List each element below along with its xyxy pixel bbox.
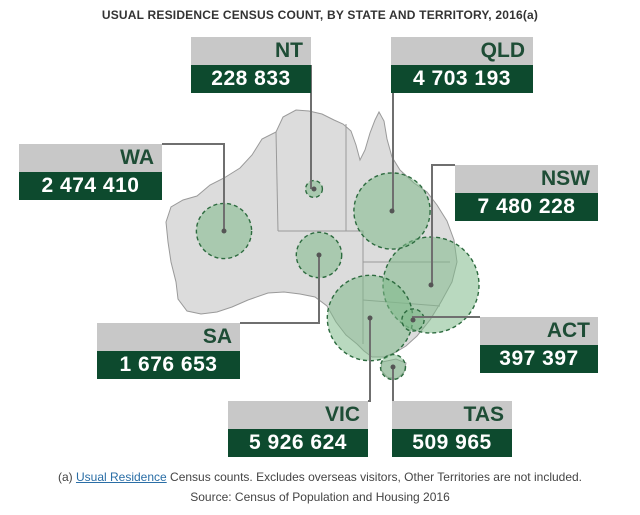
state-code-wa: WA — [19, 144, 162, 172]
label-nt: NT 228 833 — [191, 37, 311, 93]
state-code-vic: VIC — [228, 401, 368, 429]
footnote-text: Census counts. Excludes overseas visitor… — [170, 470, 583, 484]
state-code-tas: TAS — [392, 401, 512, 429]
label-qld: QLD 4 703 193 — [391, 37, 533, 93]
state-count-act: 397 397 — [480, 345, 598, 373]
marker-dot-vic — [367, 315, 373, 321]
label-sa: SA 1 676 653 — [97, 323, 240, 379]
marker-dot-qld — [389, 208, 395, 214]
state-count-qld: 4 703 193 — [391, 65, 533, 93]
marker-dot-act — [410, 317, 416, 323]
state-count-sa: 1 676 653 — [97, 351, 240, 379]
label-wa: WA 2 474 410 — [19, 144, 162, 200]
chart-title: USUAL RESIDENCE CENSUS COUNT, BY STATE A… — [101, 8, 539, 22]
label-tas: TAS 509 965 — [392, 401, 512, 457]
leader-lines — [162, 65, 480, 402]
marker-dot-nsw — [428, 282, 434, 288]
leader-line-sa — [240, 255, 320, 324]
usual-residence-link[interactable]: Usual Residence — [75, 470, 167, 484]
source-note: Source: Census of Population and Housing… — [190, 490, 450, 504]
marker-dot-tas — [390, 364, 396, 370]
marker-dot-sa — [316, 252, 322, 258]
marker-dot-wa — [221, 228, 227, 234]
state-code-qld: QLD — [391, 37, 533, 65]
leader-line-vic — [368, 318, 371, 402]
state-count-tas: 509 965 — [392, 429, 512, 457]
state-count-wa: 2 474 410 — [19, 172, 162, 200]
label-nsw: NSW 7 480 228 — [455, 165, 598, 221]
state-code-act: ACT — [480, 317, 598, 345]
state-code-nt: NT — [191, 37, 311, 65]
marker-dot-nt — [311, 186, 317, 192]
state-count-nsw: 7 480 228 — [455, 193, 598, 221]
state-code-nsw: NSW — [455, 165, 598, 193]
state-code-sa: SA — [97, 323, 240, 351]
leader-line-nsw — [431, 164, 455, 285]
state-count-nt: 228 833 — [191, 65, 311, 93]
footnote: (a) Usual Residence Census counts. Exclu… — [0, 470, 640, 484]
state-count-vic: 5 926 624 — [228, 429, 368, 457]
label-vic: VIC 5 926 624 — [228, 401, 368, 457]
leader-line-wa — [162, 143, 225, 231]
label-act: ACT 397 397 — [480, 317, 598, 373]
footnote-prefix: (a) — [57, 470, 73, 484]
